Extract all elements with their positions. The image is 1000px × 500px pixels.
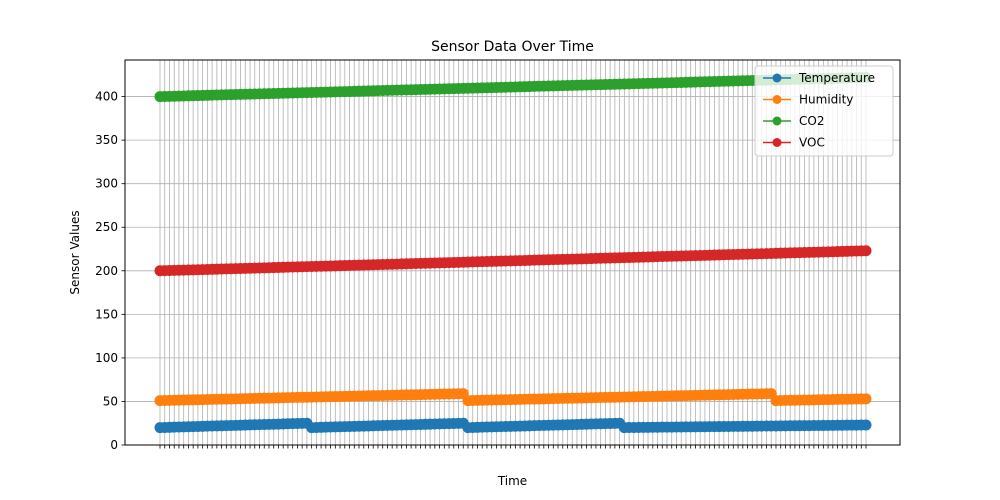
chart-title: Sensor Data Over Time bbox=[431, 39, 594, 55]
data-point bbox=[860, 245, 872, 257]
y-axis-label: Sensor Values bbox=[68, 210, 82, 294]
data-point bbox=[860, 419, 872, 431]
legend-entry: Temperature bbox=[763, 71, 875, 85]
y-axis-ticks: 0 50 100 150 200 250 300 350 400 bbox=[95, 90, 125, 452]
y-tick-label: 200 bbox=[95, 264, 118, 278]
legend-entry: Humidity bbox=[763, 93, 853, 107]
y-tick-label: 0 bbox=[110, 438, 118, 452]
data-point bbox=[860, 393, 872, 405]
legend-label: Humidity bbox=[799, 93, 853, 107]
legend-marker bbox=[772, 138, 782, 147]
legend-marker bbox=[772, 95, 782, 104]
series-voc bbox=[154, 245, 872, 277]
legend-entry: VOC bbox=[763, 136, 825, 150]
axes bbox=[124, 59, 901, 446]
legend-entry: CO2 bbox=[763, 114, 824, 128]
legend-label: CO2 bbox=[799, 114, 824, 128]
plot-frame bbox=[124, 59, 901, 446]
y-tick-label: 100 bbox=[95, 351, 118, 365]
y-tick-label: 300 bbox=[95, 177, 118, 191]
x-axis-label: Time bbox=[497, 474, 527, 488]
y-tick-label: 350 bbox=[95, 133, 118, 147]
y-tick-label: 250 bbox=[95, 220, 118, 234]
y-tick-label: 150 bbox=[95, 307, 118, 321]
legend-label: Temperature bbox=[798, 71, 875, 85]
legend-box bbox=[754, 65, 894, 157]
y-tick-label: 400 bbox=[95, 90, 118, 104]
series-humidity bbox=[154, 388, 872, 407]
series-layer bbox=[154, 71, 872, 434]
y-tick-label: 50 bbox=[103, 394, 118, 408]
legend-marker bbox=[772, 73, 782, 83]
legend-label: VOC bbox=[799, 136, 825, 150]
x-axis-ticks bbox=[159, 445, 867, 449]
legend: Temperature Humidity CO2 VOC bbox=[754, 65, 894, 157]
series-temperature bbox=[154, 417, 872, 434]
legend-marker bbox=[772, 116, 782, 126]
